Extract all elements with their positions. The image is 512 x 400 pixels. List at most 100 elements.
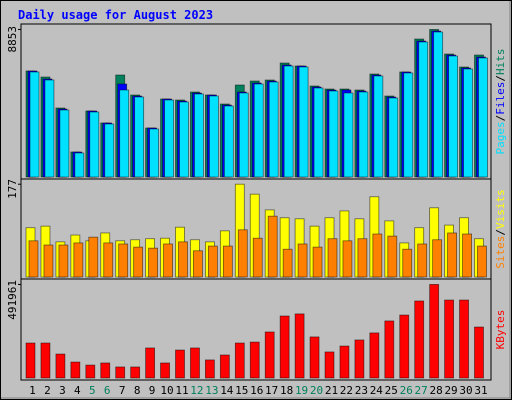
- x-tick-label: 9: [149, 384, 156, 397]
- bar: [29, 71, 40, 178]
- x-tick-label: 30: [459, 384, 472, 397]
- x-tick-label: 29: [444, 384, 457, 397]
- bar: [179, 101, 189, 178]
- bar: [354, 339, 365, 379]
- bar: [43, 244, 54, 278]
- bar: [294, 313, 305, 379]
- bar: [178, 241, 188, 278]
- x-tick-label: 2: [44, 384, 51, 397]
- bar: [194, 93, 204, 178]
- bar: [130, 366, 141, 379]
- chart-title: Daily usage for August 2023: [18, 8, 213, 22]
- x-tick-label: 31: [474, 384, 487, 397]
- bar: [463, 68, 473, 178]
- y-tick-label: 8853: [6, 26, 19, 53]
- bar: [388, 97, 399, 178]
- bar: [313, 87, 324, 178]
- bar: [148, 247, 159, 278]
- legend-entry: Sites: [494, 236, 507, 269]
- bar: [103, 242, 114, 278]
- bar: [219, 354, 230, 379]
- bar: [462, 233, 472, 278]
- bar: [237, 229, 248, 278]
- x-tick-label: 13: [205, 384, 218, 397]
- bar: [418, 41, 429, 178]
- y-tick-label: 491961: [6, 280, 19, 320]
- x-tick-label: 26: [400, 384, 413, 397]
- bar: [104, 123, 115, 178]
- legend-separator: /: [494, 115, 507, 122]
- x-tick-label: 14: [220, 384, 234, 397]
- bar: [282, 248, 293, 278]
- x-tick-label: 19: [295, 384, 308, 397]
- bar: [448, 55, 459, 178]
- legend-entry: KBytes: [494, 310, 507, 350]
- x-tick-label: 23: [355, 384, 368, 397]
- bar: [28, 240, 39, 278]
- bar: [478, 57, 488, 178]
- bar: [207, 245, 218, 278]
- bar: [115, 366, 126, 379]
- bar: [297, 243, 308, 278]
- x-tick-label: 10: [160, 384, 173, 397]
- bar: [414, 300, 425, 379]
- x-tick-label: 18: [280, 384, 293, 397]
- legend: KBytes: [494, 310, 507, 350]
- bar: [25, 342, 36, 379]
- bar: [164, 99, 174, 178]
- bar: [190, 347, 200, 379]
- bar: [252, 237, 263, 278]
- x-tick-label: 6: [104, 384, 111, 397]
- bar: [163, 243, 173, 278]
- bar: [74, 152, 85, 178]
- bar: [223, 105, 234, 178]
- bar: [447, 232, 458, 278]
- x-tick-label: 24: [370, 384, 384, 397]
- bar: [267, 215, 278, 278]
- bar: [222, 245, 233, 278]
- bar: [309, 336, 320, 379]
- bar: [70, 361, 81, 379]
- legend-separator: /: [494, 229, 507, 236]
- bar: [89, 111, 100, 178]
- bar: [44, 79, 55, 178]
- bar: [444, 299, 455, 379]
- x-tick-label: 21: [325, 384, 338, 397]
- bar: [73, 242, 84, 278]
- x-tick-label: 8: [134, 384, 141, 397]
- legend: Sites/Visits: [494, 189, 507, 269]
- bar: [474, 326, 484, 379]
- bar: [55, 353, 66, 379]
- x-tick-label: 20: [310, 384, 323, 397]
- bar: [339, 345, 350, 379]
- x-tick-label: 25: [385, 384, 398, 397]
- bar: [384, 320, 395, 379]
- x-tick-label: 22: [340, 384, 353, 397]
- bar: [133, 246, 144, 278]
- x-tick-label: 4: [74, 384, 81, 397]
- bar: [399, 314, 410, 379]
- bar: [324, 351, 335, 379]
- bar: [417, 243, 428, 278]
- bar: [193, 250, 203, 278]
- bar: [343, 92, 354, 178]
- bar: [40, 342, 51, 379]
- x-tick-label: 12: [190, 384, 203, 397]
- bar: [204, 359, 215, 379]
- bar: [238, 92, 249, 178]
- x-tick-label: 17: [265, 384, 278, 397]
- bar: [369, 332, 380, 379]
- x-tick-label: 3: [59, 384, 66, 397]
- bar: [59, 109, 70, 178]
- bar: [298, 66, 309, 178]
- x-tick-label: 7: [119, 384, 126, 397]
- bar: [100, 362, 111, 379]
- bar: [249, 341, 260, 379]
- bar: [234, 342, 245, 379]
- bar: [283, 65, 294, 178]
- bar: [387, 235, 398, 278]
- legend-entry: Pages: [494, 121, 507, 154]
- bar: [268, 81, 279, 178]
- bar: [208, 95, 219, 178]
